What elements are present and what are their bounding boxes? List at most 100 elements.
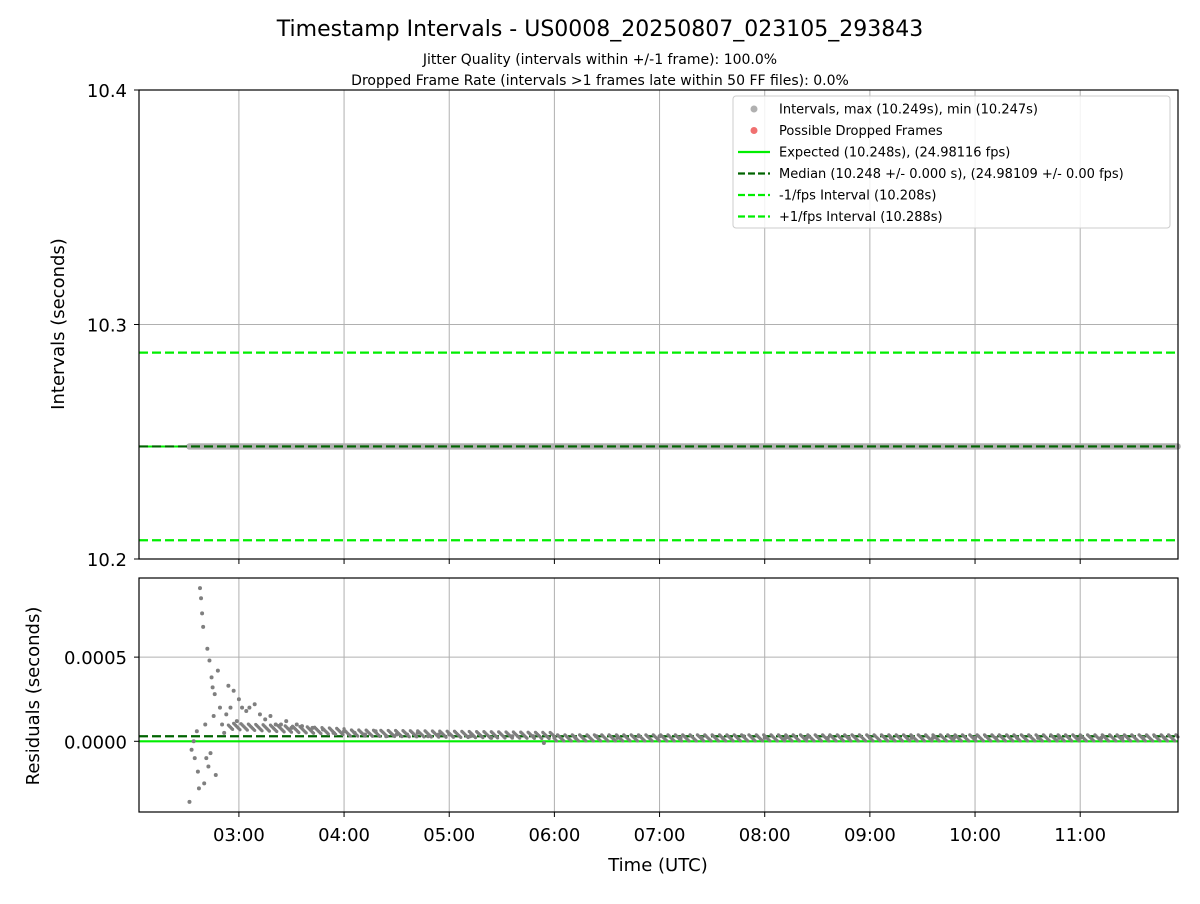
residual-point xyxy=(532,736,537,740)
x-tick-label: 09:00 xyxy=(844,825,896,846)
bottom-panel-y-ticks: 0.0000 0.0005 xyxy=(64,648,139,753)
residual-point xyxy=(207,658,212,663)
residual-point xyxy=(199,596,204,601)
residual-point xyxy=(1158,739,1162,743)
residual-point xyxy=(415,735,419,739)
residual-point xyxy=(959,739,963,743)
residual-point xyxy=(1040,739,1044,743)
x-tick-label: 08:00 xyxy=(739,825,791,846)
residual-point xyxy=(1099,739,1103,743)
bottom-panel-residual-points xyxy=(187,586,1180,804)
residual-point xyxy=(1114,739,1118,743)
top-y-tick-label: 10.4 xyxy=(87,81,127,102)
residual-point xyxy=(451,735,456,739)
residual-point xyxy=(878,739,882,743)
residual-point xyxy=(672,739,676,743)
residual-point xyxy=(222,730,227,735)
residual-point xyxy=(370,734,375,738)
residual-point xyxy=(268,714,273,719)
residual-point xyxy=(210,685,215,690)
x-tick-label: 07:00 xyxy=(634,825,686,846)
residual-point xyxy=(1092,739,1096,743)
residual-point xyxy=(915,739,919,743)
residual-point xyxy=(244,708,249,713)
residual-point xyxy=(267,729,272,733)
residual-point xyxy=(326,732,330,736)
residual-point xyxy=(236,697,241,702)
residual-point xyxy=(510,736,514,740)
residual-point xyxy=(341,733,345,737)
residual-point xyxy=(1055,739,1059,743)
residual-point xyxy=(709,739,713,743)
residual-point xyxy=(841,739,846,743)
residual-point xyxy=(1077,739,1081,743)
legend-label: +1/fps Interval (10.288s) xyxy=(779,210,943,225)
residual-point xyxy=(541,740,546,745)
top-panel-y-ticks: 10.2 10.3 10.4 xyxy=(87,81,139,571)
residual-point xyxy=(525,736,529,740)
residual-point xyxy=(245,728,249,732)
residual-point xyxy=(209,675,214,680)
residual-point xyxy=(871,739,875,743)
residual-point xyxy=(569,739,573,743)
legend-label: Median (10.248 +/- 0.000 s), (24.98109 +… xyxy=(779,167,1124,182)
residual-point xyxy=(900,739,905,743)
residual-point xyxy=(260,729,264,733)
residual-point xyxy=(584,739,588,743)
residual-point xyxy=(466,735,470,740)
residual-point xyxy=(967,739,971,743)
residual-point xyxy=(819,739,824,743)
residual-point xyxy=(437,735,441,739)
residual-point xyxy=(547,736,551,741)
residual-point xyxy=(407,735,411,739)
residual-point xyxy=(552,734,556,739)
residual-point xyxy=(247,705,252,710)
residual-point xyxy=(459,735,463,740)
residual-point xyxy=(252,702,257,707)
legend-marker xyxy=(750,105,758,113)
residual-point xyxy=(849,739,853,743)
residual-point xyxy=(204,756,209,761)
residual-point xyxy=(200,611,205,616)
residual-point xyxy=(257,712,262,717)
top-y-tick-label: 10.2 xyxy=(87,550,127,571)
residual-point xyxy=(195,769,200,774)
residual-point xyxy=(253,728,257,733)
residual-point xyxy=(385,734,389,739)
residual-point xyxy=(1011,739,1015,743)
chart-title: Timestamp Intervals - US0008_20250807_02… xyxy=(276,17,923,42)
residual-point xyxy=(937,739,941,743)
residual-point xyxy=(738,739,743,743)
residual-point xyxy=(945,739,949,743)
residual-point xyxy=(952,739,956,743)
residual-point xyxy=(761,739,765,743)
residual-point xyxy=(201,624,206,629)
residual-point xyxy=(220,722,225,727)
residual-point xyxy=(540,736,544,741)
residual-point xyxy=(197,586,202,591)
residual-point xyxy=(643,739,647,743)
residual-point xyxy=(1173,739,1177,743)
residual-point xyxy=(311,731,316,735)
residual-point xyxy=(481,736,485,740)
residual-point xyxy=(191,739,196,744)
x-tick-label: 10:00 xyxy=(949,825,1001,846)
residual-point xyxy=(224,712,229,717)
residual-point xyxy=(263,717,268,722)
x-axis-ticks: 03:00 04:00 05:00 06:00 07:00 08:00 09:00 10:00… xyxy=(213,559,1106,846)
residual-point xyxy=(1106,739,1111,743)
residual-point xyxy=(228,705,233,710)
top-y-tick-label: 10.3 xyxy=(87,316,127,337)
top-panel-interval-points xyxy=(139,443,1181,450)
residual-point xyxy=(591,739,595,743)
residual-point xyxy=(930,739,934,743)
residual-point xyxy=(356,734,360,738)
x-tick-label: 05:00 xyxy=(423,825,475,846)
residual-point xyxy=(206,764,211,769)
residual-point xyxy=(202,781,207,786)
residual-point xyxy=(289,730,294,734)
residual-point xyxy=(226,683,231,688)
residual-point xyxy=(621,739,625,743)
residual-point xyxy=(1062,739,1067,743)
